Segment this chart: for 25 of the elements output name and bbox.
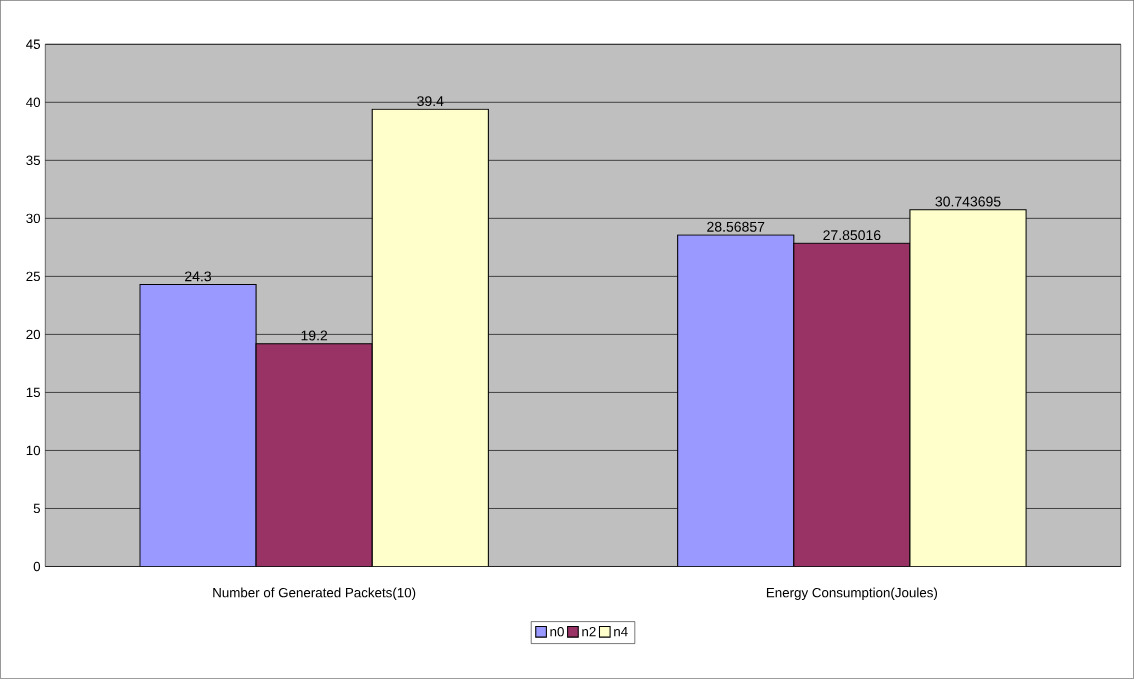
legend-label: n2 — [582, 627, 596, 637]
bar — [909, 209, 1027, 567]
bar — [255, 343, 373, 567]
data-label: 39.4 — [417, 96, 444, 107]
y-tick-label: 0 — [33, 561, 41, 572]
bar — [139, 284, 257, 567]
y-tick-label: 15 — [26, 387, 41, 398]
data-label: 30.743695 — [935, 196, 1001, 207]
y-tick-label: 40 — [26, 97, 41, 108]
y-tick-label: 25 — [26, 271, 41, 282]
x-tick-label: Energy Consumption(Joules) — [766, 587, 938, 601]
y-tick-label: 45 — [26, 39, 41, 50]
bar — [793, 242, 911, 567]
bar — [371, 108, 489, 567]
y-tick-label: 10 — [26, 445, 41, 456]
data-label: 28.56857 — [707, 221, 765, 232]
y-tick-label: 30 — [26, 213, 41, 224]
data-label: 27.85016 — [823, 230, 881, 241]
legend-label: n0 — [550, 627, 564, 637]
y-tick-label: 35 — [26, 155, 41, 166]
y-tick-label: 20 — [26, 329, 41, 340]
y-tick-label: 5 — [33, 503, 41, 514]
x-tick-label: Number of Generated Packets(10) — [213, 587, 416, 601]
legend-label: n4 — [614, 627, 628, 637]
bar — [677, 234, 795, 567]
